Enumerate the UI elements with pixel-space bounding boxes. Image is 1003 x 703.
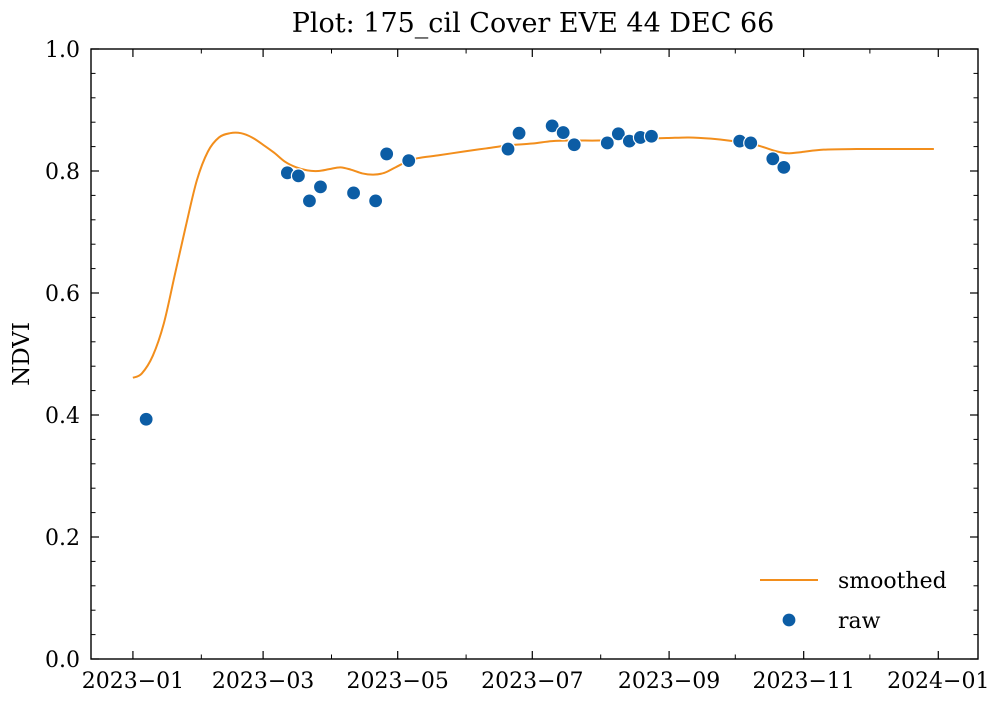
raw-data-point bbox=[776, 159, 792, 175]
raw-data-point bbox=[379, 146, 395, 162]
raw-data-point bbox=[312, 179, 329, 195]
plot-frame bbox=[90, 48, 979, 660]
y-tick-label: 0.4 bbox=[45, 404, 80, 429]
raw-data-point bbox=[610, 126, 626, 142]
raw-data-point bbox=[555, 124, 571, 141]
raw-data-point bbox=[544, 118, 560, 134]
x-tick-label: 2024−01 bbox=[887, 669, 989, 694]
axis-tick-labels: 2023−01 2023−03 2023−05 2023−07 2023−09 2023−… bbox=[45, 38, 989, 694]
y-axis-label: NDVI bbox=[9, 322, 35, 386]
y-tick-label: 0.0 bbox=[45, 648, 80, 673]
axis-ticks bbox=[91, 48, 978, 660]
legend-raw-swatch bbox=[781, 612, 797, 628]
chart-title: Plot: 175_cil Cover EVE 44 DEC 66 bbox=[292, 8, 775, 39]
raw-data-point bbox=[500, 141, 516, 157]
raw-data-point bbox=[743, 135, 759, 151]
x-tick-label: 2023−11 bbox=[752, 669, 854, 694]
raw-data-point bbox=[138, 411, 154, 427]
x-tick-label: 2023−03 bbox=[212, 669, 314, 694]
y-tick-label: 0.2 bbox=[45, 526, 80, 551]
legend-raw-label: raw bbox=[838, 609, 881, 634]
legend: smoothed raw bbox=[760, 569, 947, 634]
plot-area bbox=[132, 118, 934, 427]
y-tick-label: 0.6 bbox=[45, 282, 80, 307]
legend-smoothed-label: smoothed bbox=[838, 569, 947, 594]
raw-data-point bbox=[345, 185, 362, 201]
y-tick-label: 0.8 bbox=[45, 160, 80, 185]
raw-data-point bbox=[511, 125, 527, 141]
y-tick-label: 1.0 bbox=[45, 38, 80, 63]
x-tick-label: 2023−01 bbox=[82, 669, 184, 694]
raw-data-point bbox=[401, 153, 417, 169]
raw-data-point bbox=[290, 168, 307, 184]
raw-data-point bbox=[599, 135, 615, 151]
raw-data-point bbox=[368, 193, 384, 209]
x-tick-label: 2023−05 bbox=[346, 669, 448, 694]
smoothed-series-line bbox=[132, 131, 934, 379]
x-tick-label: 2023−09 bbox=[618, 669, 720, 694]
raw-data-point bbox=[566, 137, 582, 153]
raw-data-point bbox=[765, 151, 781, 167]
raw-data-point bbox=[643, 128, 660, 144]
raw-data-point bbox=[301, 193, 318, 209]
x-tick-label: 2023−07 bbox=[481, 669, 583, 694]
